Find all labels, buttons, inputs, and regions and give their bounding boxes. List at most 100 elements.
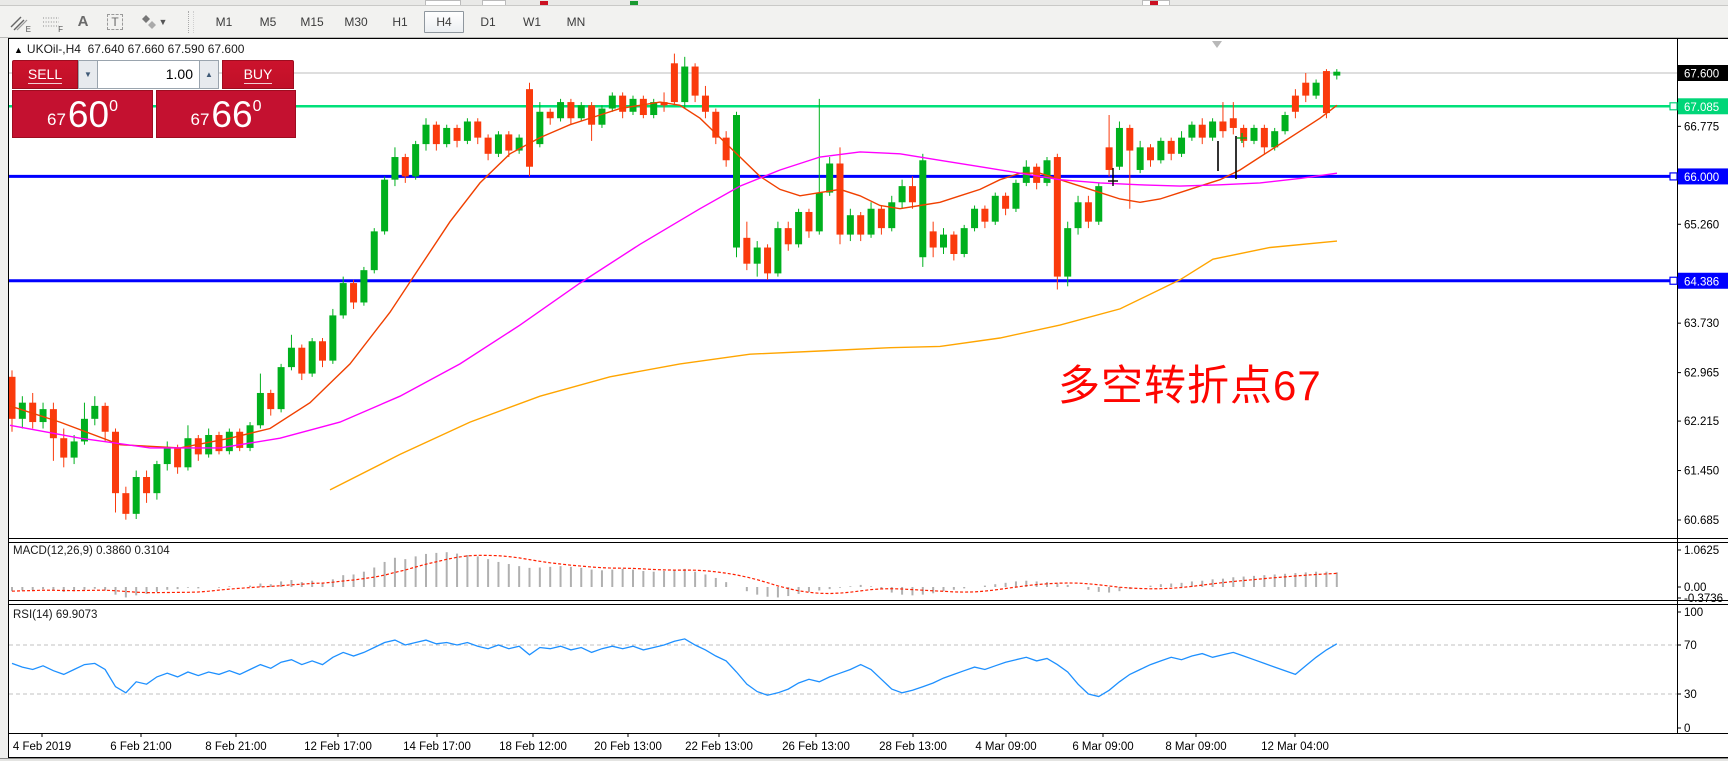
candle-body [774,228,782,274]
volume-decrease-button[interactable]: ▼ [78,60,98,89]
candle-body [691,66,699,96]
candle-body [1240,127,1248,141]
price-badge-label: 64.386 [1684,276,1719,288]
volume-increase-button[interactable]: ▲ [199,60,219,89]
candle-body [991,195,999,222]
ohlc-values: 67.640 67.660 67.590 67.600 [87,42,245,56]
candle-body [80,418,88,442]
candle-body [1322,71,1330,114]
candle-body [981,208,989,222]
candle-body [132,477,140,514]
candle-body [1147,147,1154,161]
candle-body [670,63,678,103]
candle-body [877,208,885,229]
candle-body [681,66,689,103]
sell-button[interactable]: SELL [12,60,78,89]
candle-body [608,95,616,109]
candle-body [453,127,461,141]
rsi-tick-label: 0 [1684,723,1690,735]
price-tick-label: 66.775 [1684,121,1719,133]
candle-body [8,376,16,419]
chart-area[interactable]: 67.54066.77565.26064.40563.73062.96562.2… [0,38,1728,761]
candle-body [401,157,409,177]
candle-body [277,367,285,410]
candle-body [546,111,554,119]
candle-body [712,111,720,138]
candle-body [536,111,544,145]
candle-body [1333,71,1341,76]
candle-body [764,247,772,274]
buy-button[interactable]: BUY [222,60,294,89]
candle-body [1291,95,1299,112]
timeframe-H1[interactable]: H1 [392,14,408,29]
candle-body [1312,82,1320,96]
time-axis-label: 14 Feb 17:00 [403,741,471,753]
candle-body [1229,118,1237,128]
arrange-objects-icon[interactable]: ▼ [134,10,174,34]
candle-body [350,283,358,303]
chart-toolbar: E F A T ▼ M1 M5 M15 M30 H1 H4 D1 W1 MN [0,6,1728,38]
candle-body [598,108,606,125]
ma-fast-line [9,101,1338,449]
candle-body [733,115,740,248]
time-axis-label: 6 Mar 09:00 [1072,741,1133,753]
timeframe-W1[interactable]: W1 [523,14,541,29]
timeframe-bar: M1 M5 M15 M30 H1 H4 D1 W1 MN [202,10,598,33]
line-anchor-handle[interactable] [1669,276,1678,285]
candle-body [1033,166,1041,183]
candle-body [505,134,513,151]
grid-icon[interactable]: F [43,17,63,34]
candle-body [722,137,730,161]
candle-body [701,95,709,112]
price-tick-label: 62.215 [1684,416,1719,428]
clipped-bottom-row [0,758,1728,761]
candle-body [163,447,171,465]
candle-body [339,283,347,316]
candle-body [650,102,658,116]
draw-lines-icon[interactable]: E [6,10,32,34]
text-box-icon[interactable]: T [102,10,128,34]
line-anchor-handle[interactable] [1669,102,1678,111]
volume-input[interactable]: 1.00 [98,60,199,89]
time-axis-label: 22 Feb 13:00 [685,741,753,753]
macd-tick-label: 0.00 [1684,582,1706,594]
candle-body [205,434,213,455]
timeframe-MN[interactable]: MN [566,14,586,29]
buy-price-display[interactable]: 67 66 0 [156,90,296,138]
candle-body [1178,137,1186,154]
candle-body [660,102,668,106]
chart-annotation-text[interactable]: 多空转折点67 [1058,362,1322,409]
candle-body [857,215,865,235]
candle-body [1198,124,1206,138]
candle-body [577,105,585,119]
time-axis-label: 12 Feb 17:00 [304,741,372,753]
candle-body [463,121,471,141]
line-anchor-handle[interactable] [1669,172,1678,181]
candle-body [557,102,565,119]
time-axis-label: 12 Mar 04:00 [1261,741,1329,753]
text-a-icon[interactable]: A [77,13,89,30]
candle-body [950,234,958,254]
timeframe-M5[interactable]: M5 [259,14,277,29]
rsi-tick-label: 100 [1684,607,1703,619]
candle-body [1043,160,1051,183]
candle-body [1012,182,1020,209]
time-axis-label: 26 Feb 13:00 [782,741,850,753]
price-badge [1678,98,1728,115]
price-chart-canvas[interactable]: 67.54066.77565.26064.40563.73062.96562.2… [0,38,1728,761]
chart-shift-icon [1212,41,1222,48]
timeframe-M15[interactable]: M15 [300,14,324,29]
candle-body [112,431,119,494]
timeframe-M1[interactable]: M1 [215,14,233,29]
price-tick-label: 61.450 [1684,466,1719,478]
timeframe-M30[interactable]: M30 [344,14,368,29]
timeframe-D1[interactable]: D1 [480,14,496,29]
candle-body [846,215,854,235]
price-tick-label: 62.965 [1684,368,1719,380]
sell-price-display[interactable]: 67 60 0 [12,90,153,138]
candle-body [370,231,378,271]
time-axis-label: 8 Mar 09:00 [1165,741,1226,753]
timeframe-H4[interactable]: H4 [424,10,464,33]
candle-body [588,105,596,125]
candle-body [619,95,627,112]
